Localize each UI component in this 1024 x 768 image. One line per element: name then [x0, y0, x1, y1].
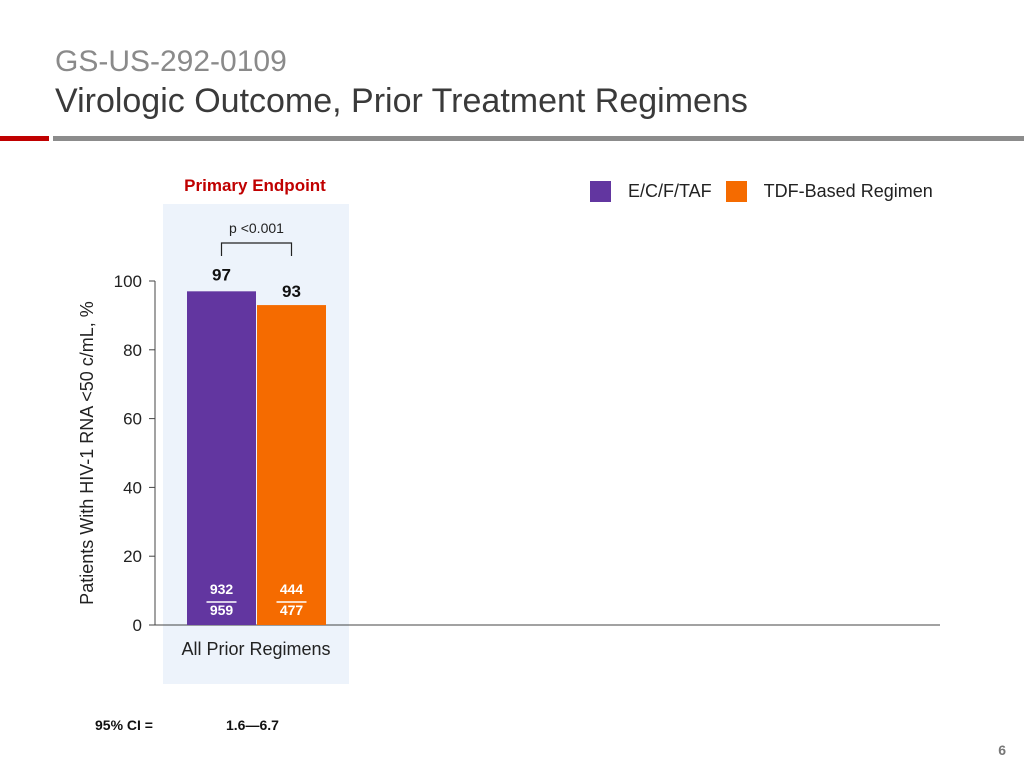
page-number: 6 [998, 742, 1006, 758]
bar-numerator: 932 [210, 581, 234, 597]
bar-2 [257, 305, 326, 625]
y-axis-title: Patients With HIV-1 RNA <50 c/mL, % [77, 301, 97, 605]
bar-1 [187, 291, 256, 625]
y-tick-label: 20 [123, 547, 142, 566]
legend-label-series-1: E/C/F/TAF [628, 181, 712, 201]
legend-swatch-series-2 [725, 181, 747, 202]
bar-value-label: 97 [212, 265, 231, 284]
legend-item-series-1: E/C/F/TAF [590, 181, 712, 202]
y-tick-label: 40 [123, 478, 142, 497]
primary-endpoint-label: Primary Endpoint [184, 176, 326, 195]
x-category-label: All Prior Regimens [181, 639, 330, 659]
y-tick-label: 0 [133, 616, 142, 635]
y-tick-label: 60 [123, 410, 142, 429]
bar-value-label: 93 [282, 282, 301, 301]
y-tick-label: 80 [123, 341, 142, 360]
significance-bracket [220, 242, 293, 256]
slide-title: Virologic Outcome, Prior Treatment Regim… [55, 82, 748, 120]
slide-subtitle: GS-US-292-0109 [55, 45, 287, 78]
bar-denominator: 477 [280, 602, 304, 618]
header-rule-accent [0, 136, 49, 141]
header-rule [53, 136, 1024, 141]
p-value-label: p <0.001 [229, 220, 284, 236]
legend-item-series-2: TDF-Based Regimen [725, 181, 933, 202]
chart-legend: E/C/F/TAF TDF-Based Regimen [590, 181, 947, 202]
bar-denominator: 959 [210, 602, 234, 618]
ci-value: 1.6—6.7 [226, 717, 279, 733]
bar-numerator: 444 [280, 581, 304, 597]
y-tick-label: 100 [114, 272, 142, 291]
ci-label: 95% CI = [95, 717, 153, 733]
legend-label-series-2: TDF-Based Regimen [763, 181, 933, 201]
legend-swatch-series-1 [590, 181, 611, 202]
title-block: GS-US-292-0109 Virologic Outcome, Prior … [55, 44, 748, 122]
